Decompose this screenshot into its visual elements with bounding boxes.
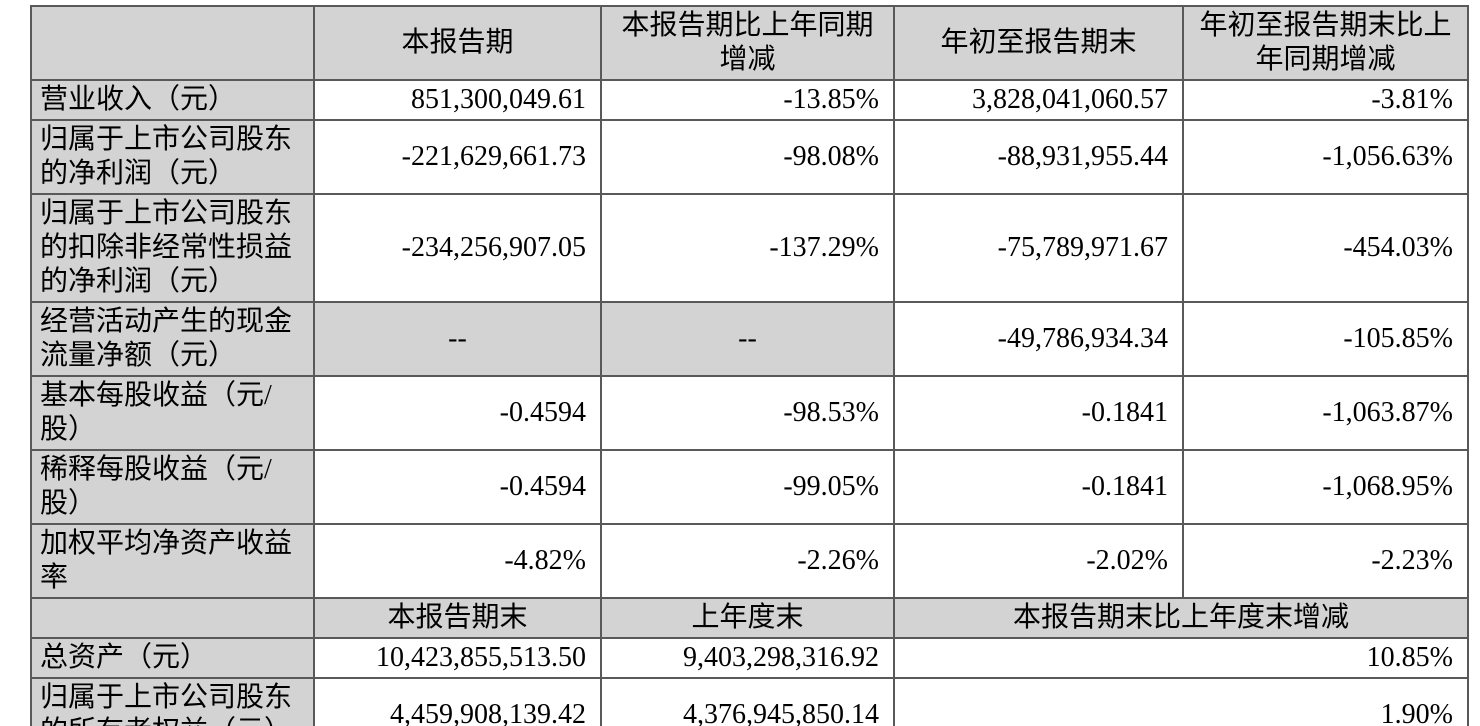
header-current-period: 本报告期 xyxy=(313,5,602,81)
label-equity-attributable: 归属于上市公司股东 的所有者权益（元） xyxy=(30,677,315,726)
value-total-assets-period-end: 10,423,855,513.50 xyxy=(313,637,602,679)
table-row-diluted-eps: 稀释每股收益（元/ 股） -0.4594 -99.05% -0.1841 -1,… xyxy=(30,449,1469,525)
table-subheader-row: 本报告期末 上年度末 本报告期末比上年度末增减 xyxy=(30,597,1469,639)
value-operating-revenue-ytd-yoy: -3.81% xyxy=(1182,79,1469,121)
label-net-profit-excl-nonrecurring: 归属于上市公司股东 的扣除非经常性损益 的净利润（元） xyxy=(30,193,315,303)
value-basic-eps-current-yoy: -98.53% xyxy=(600,375,895,451)
value-cash-flow-current-period: -- xyxy=(313,301,602,377)
label-total-assets: 总资产（元） xyxy=(30,637,315,679)
label-operating-cash-flow: 经营活动产生的现金 流量净额（元） xyxy=(30,301,315,377)
header-ytd: 年初至报告期末 xyxy=(893,5,1184,81)
value-cash-flow-ytd-yoy: -105.85% xyxy=(1182,301,1469,377)
value-diluted-eps-current-period: -0.4594 xyxy=(313,449,602,525)
value-net-profit-ytd: -88,931,955.44 xyxy=(893,119,1184,195)
value-diluted-eps-ytd-yoy: -1,068.95% xyxy=(1182,449,1469,525)
subheader-period-end: 本报告期末 xyxy=(313,597,602,639)
value-net-profit-current-yoy: -98.08% xyxy=(600,119,895,195)
financial-summary-table: 本报告期 本报告期比上年同期 增减 年初至报告期末 年初至报告期末比上 年同期增… xyxy=(30,5,1469,726)
value-total-assets-prior-year-end: 9,403,298,316.92 xyxy=(600,637,895,679)
value-cash-flow-current-yoy: -- xyxy=(600,301,895,377)
value-operating-revenue-ytd: 3,828,041,060.57 xyxy=(893,79,1184,121)
value-net-profit-ytd-yoy: -1,056.63% xyxy=(1182,119,1469,195)
value-basic-eps-ytd-yoy: -1,063.87% xyxy=(1182,375,1469,451)
value-equity-prior-year-end: 4,376,945,850.14 xyxy=(600,677,895,726)
value-excl-nonrecurring-current-period: -234,256,907.05 xyxy=(313,193,602,303)
value-equity-period-end: 4,459,908,139.42 xyxy=(313,677,602,726)
value-excl-nonrecurring-ytd: -75,789,971.67 xyxy=(893,193,1184,303)
table-header-row: 本报告期 本报告期比上年同期 增减 年初至报告期末 年初至报告期末比上 年同期增… xyxy=(30,5,1469,81)
table-row-operating-revenue: 营业收入（元） 851,300,049.61 -13.85% 3,828,041… xyxy=(30,79,1469,121)
label-weighted-avg-roe: 加权平均净资产收益 率 xyxy=(30,523,315,599)
table-row-total-assets: 总资产（元） 10,423,855,513.50 9,403,298,316.9… xyxy=(30,637,1469,679)
table-row-equity-attributable: 归属于上市公司股东 的所有者权益（元） 4,459,908,139.42 4,3… xyxy=(30,677,1469,726)
header-ytd-yoy: 年初至报告期末比上 年同期增减 xyxy=(1182,5,1469,81)
value-net-profit-current-period: -221,629,661.73 xyxy=(313,119,602,195)
table-row-net-profit-attributable: 归属于上市公司股东 的净利润（元） -221,629,661.73 -98.08… xyxy=(30,119,1469,195)
value-basic-eps-ytd: -0.1841 xyxy=(893,375,1184,451)
value-equity-change: 1.90% xyxy=(893,677,1469,726)
value-roe-current-period: -4.82% xyxy=(313,523,602,599)
value-cash-flow-ytd: -49,786,934.34 xyxy=(893,301,1184,377)
value-roe-ytd: -2.02% xyxy=(893,523,1184,599)
table-row-basic-eps: 基本每股收益（元/ 股） -0.4594 -98.53% -0.1841 -1,… xyxy=(30,375,1469,451)
label-basic-eps: 基本每股收益（元/ 股） xyxy=(30,375,315,451)
header-corner-cell xyxy=(30,5,315,81)
value-diluted-eps-current-yoy: -99.05% xyxy=(600,449,895,525)
value-basic-eps-current-period: -0.4594 xyxy=(313,375,602,451)
value-diluted-eps-ytd: -0.1841 xyxy=(893,449,1184,525)
value-operating-revenue-current-yoy: -13.85% xyxy=(600,79,895,121)
value-excl-nonrecurring-current-yoy: -137.29% xyxy=(600,193,895,303)
subheader-period-end-vs-prior-year-end: 本报告期末比上年度末增减 xyxy=(893,597,1469,639)
header-current-period-yoy: 本报告期比上年同期 增减 xyxy=(600,5,895,81)
value-roe-ytd-yoy: -2.23% xyxy=(1182,523,1469,599)
label-net-profit-attributable: 归属于上市公司股东 的净利润（元） xyxy=(30,119,315,195)
subheader-prior-year-end: 上年度末 xyxy=(600,597,895,639)
subheader-corner-cell xyxy=(30,597,315,639)
value-roe-current-yoy: -2.26% xyxy=(600,523,895,599)
label-diluted-eps: 稀释每股收益（元/ 股） xyxy=(30,449,315,525)
table-row-weighted-avg-roe: 加权平均净资产收益 率 -4.82% -2.26% -2.02% -2.23% xyxy=(30,523,1469,599)
value-total-assets-change: 10.85% xyxy=(893,637,1469,679)
label-operating-revenue: 营业收入（元） xyxy=(30,79,315,121)
value-excl-nonrecurring-ytd-yoy: -454.03% xyxy=(1182,193,1469,303)
table-row-operating-cash-flow: 经营活动产生的现金 流量净额（元） -- -- -49,786,934.34 -… xyxy=(30,301,1469,377)
value-operating-revenue-current-period: 851,300,049.61 xyxy=(313,79,602,121)
table-row-net-profit-excl-nonrecurring: 归属于上市公司股东 的扣除非经常性损益 的净利润（元） -234,256,907… xyxy=(30,193,1469,303)
